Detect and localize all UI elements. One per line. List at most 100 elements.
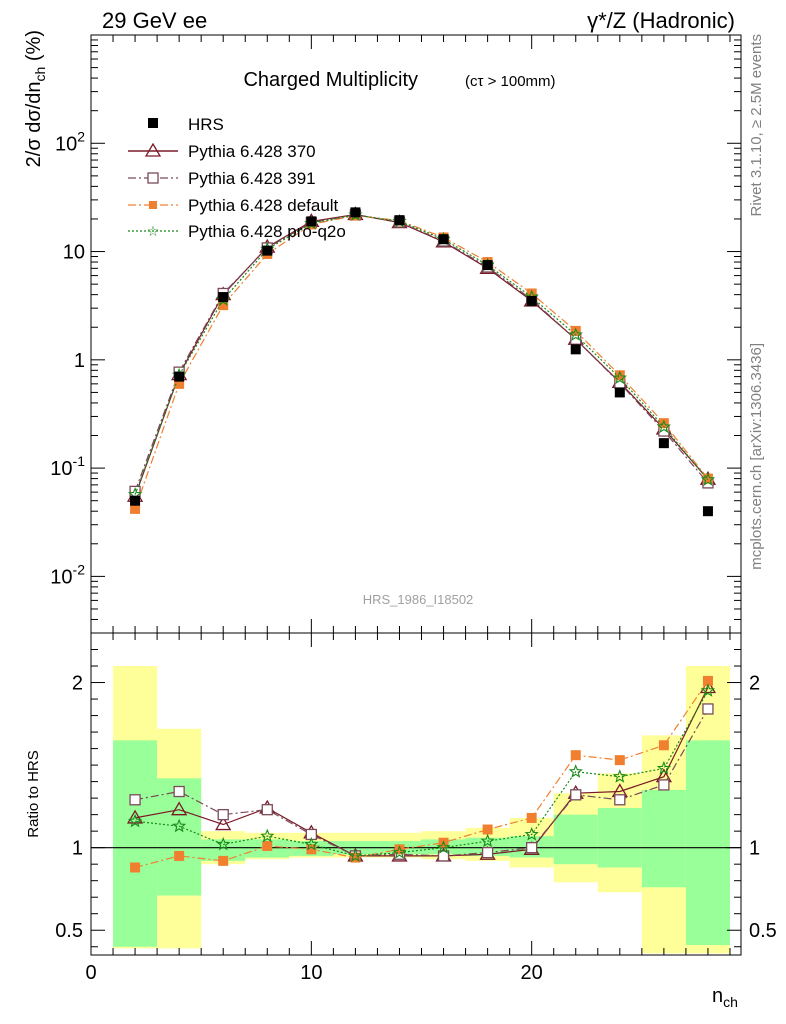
point-pythia-6-428-default xyxy=(174,378,185,389)
legend-label-hrs: HRS xyxy=(188,115,224,134)
upper-y-tick-label: 102 xyxy=(55,128,85,155)
ratio-y-tick-label-right: 1 xyxy=(749,838,760,860)
ratio-point-pythia-6-428-pro-q2o xyxy=(480,833,495,848)
x-tick-label: 10 xyxy=(300,962,322,984)
x-tick-label: 20 xyxy=(521,962,543,984)
ratio-series-pythia-6-428-pro-q2o xyxy=(127,683,716,863)
series-pythia-6-428-pro-q2o xyxy=(127,207,716,501)
legend-marker-pythia-370 xyxy=(144,142,162,157)
point-hrs xyxy=(570,344,581,355)
rivet-info: Rivet 3.1.10, ≥ 2.5M events xyxy=(748,34,765,217)
ratio-point-pythia-6-428-pro-q2o xyxy=(524,827,539,841)
legend-entry-pythia-370: Pythia 6.428 370 xyxy=(128,142,316,161)
legend-entry-hrs: HRS xyxy=(148,115,224,134)
ratio-point-pythia-6-428-pro-q2o xyxy=(700,683,716,697)
legend-marker-hrs xyxy=(148,118,158,128)
series-hrs xyxy=(130,207,713,517)
point-hrs xyxy=(614,387,625,398)
inner-uncertainty-band xyxy=(553,814,598,865)
line-pythia-6-428-370 xyxy=(134,213,709,497)
energy-label: 29 GeV ee xyxy=(102,8,207,33)
series-pythia-6-428-370 xyxy=(126,206,717,502)
inner-uncertainty-band xyxy=(685,740,730,946)
point-pythia-6-428-pro-q2o xyxy=(612,370,627,384)
line-pythia-6-428-pro-q2o xyxy=(134,214,709,495)
ratio-line-pythia-6-428-pro-q2o xyxy=(135,690,709,857)
process-label: γ*/Z (Hadronic) xyxy=(587,8,735,33)
ratio-point-pythia-6-428-370 xyxy=(215,816,232,831)
legend-entry-pythia-default: Pythia 6.428 default xyxy=(128,196,339,215)
point-hrs xyxy=(306,216,317,227)
ratio-point-pythia-6-428-391 xyxy=(481,846,494,859)
ratio-line-pythia-6-428-370 xyxy=(134,687,709,857)
point-hrs xyxy=(174,371,185,382)
ratio-point-pythia-6-428-pro-q2o xyxy=(436,840,451,854)
chart-subtitle: (cτ > 100mm) xyxy=(465,73,556,90)
ratio-y-axis-label: Ratio to HRS xyxy=(25,750,42,838)
legend-label-pythia-default: Pythia 6.428 default xyxy=(188,196,339,215)
point-pythia-6-428-default xyxy=(130,503,141,514)
legend-label-pythia-pro-q2o: Pythia 6.428 pro-q2o xyxy=(188,222,346,241)
ratio-point-pythia-6-428-pro-q2o xyxy=(568,764,583,778)
site-info: mcplots.cern.ch [arXiv:1306.3436] xyxy=(748,343,765,570)
legend-marker-pythia-default xyxy=(149,201,157,209)
ratio-point-pythia-6-428-pro-q2o xyxy=(348,848,363,863)
upper-y-tick-label: 10 xyxy=(63,242,85,264)
point-hrs xyxy=(394,215,405,226)
legend-label-pythia-391: Pythia 6.428 391 xyxy=(188,169,316,188)
ratio-line-pythia-6-428-391 xyxy=(134,708,709,857)
ratio-point-pythia-6-428-default xyxy=(482,824,493,835)
ratio-point-pythia-6-428-pro-q2o xyxy=(304,836,319,851)
series-pythia-6-428-391 xyxy=(129,209,714,498)
ratio-point-pythia-6-428-391 xyxy=(702,703,714,715)
ratio-point-pythia-6-428-default xyxy=(614,755,625,766)
point-hrs xyxy=(482,260,493,271)
ratio-point-pythia-6-428-391 xyxy=(570,789,582,801)
point-pythia-6-428-default xyxy=(218,300,229,311)
ratio-point-pythia-6-428-pro-q2o xyxy=(612,769,627,783)
ratio-point-pythia-6-428-pro-q2o xyxy=(216,836,231,851)
ratio-line-pythia-6-428-default xyxy=(134,680,709,869)
inner-uncertainty-band xyxy=(157,778,202,896)
point-pythia-6-428-default xyxy=(658,418,669,429)
chart-title: Charged Multiplicity xyxy=(243,69,418,91)
legend-marker-pythia-391 xyxy=(147,172,159,184)
ratio-series-pythia-6-428-default xyxy=(130,675,713,873)
ratio-point-pythia-6-428-default xyxy=(702,675,713,686)
ratio-y-tick-label: 1 xyxy=(72,838,83,860)
ratio-point-pythia-6-428-default xyxy=(394,844,405,855)
analysis-watermark: HRS_1986_I18502 xyxy=(363,592,474,607)
ratio-point-pythia-6-428-391 xyxy=(129,794,141,806)
ratio-point-pythia-6-428-370 xyxy=(171,801,188,816)
legend-marker-pythia-pro-q2o: ☆ xyxy=(147,223,160,239)
ratio-point-pythia-6-428-default xyxy=(570,750,581,761)
point-pythia-6-428-default xyxy=(702,473,713,484)
ratio-point-pythia-6-428-default xyxy=(306,844,317,855)
series-pythia-6-428-default xyxy=(130,210,713,514)
ratio-point-pythia-6-428-default xyxy=(218,855,229,866)
upper-y-axis-label: 2/σ dσ/dnch (%) xyxy=(23,30,48,167)
point-hrs xyxy=(130,495,141,506)
ratio-point-pythia-6-428-pro-q2o xyxy=(171,818,187,833)
line-pythia-6-428-391 xyxy=(134,214,709,492)
x-tick-label: 0 xyxy=(85,962,96,984)
upper-y-tick-label: 10-2 xyxy=(50,561,85,588)
point-hrs xyxy=(262,245,273,256)
ratio-point-pythia-6-428-default xyxy=(174,850,185,861)
point-pythia-6-428-pro-q2o xyxy=(568,327,583,341)
legend: HRS Pythia 6.428 370 Pythia 6.428 391 Py… xyxy=(128,115,346,241)
ratio-plot-area: 0.5 0.51 12 20 10 20 xyxy=(55,633,777,984)
point-pythia-6-428-pro-q2o xyxy=(700,472,716,486)
ratio-point-pythia-6-428-391 xyxy=(261,804,273,816)
point-pythia-6-428-pro-q2o xyxy=(656,419,672,434)
legend-label-pythia-370: Pythia 6.428 370 xyxy=(188,142,316,161)
ratio-y-tick-label-right: 2 xyxy=(749,673,760,695)
ratio-point-pythia-6-428-391 xyxy=(658,779,670,791)
point-hrs xyxy=(350,207,361,218)
ratio-y-tick-label: 0.5 xyxy=(55,920,83,942)
ratio-point-pythia-6-428-391 xyxy=(526,842,538,854)
point-pythia-6-428-default xyxy=(526,288,537,299)
point-hrs xyxy=(218,292,229,303)
inner-uncertainty-band xyxy=(201,839,246,861)
ratio-y-tick-label: 2 xyxy=(72,673,83,695)
